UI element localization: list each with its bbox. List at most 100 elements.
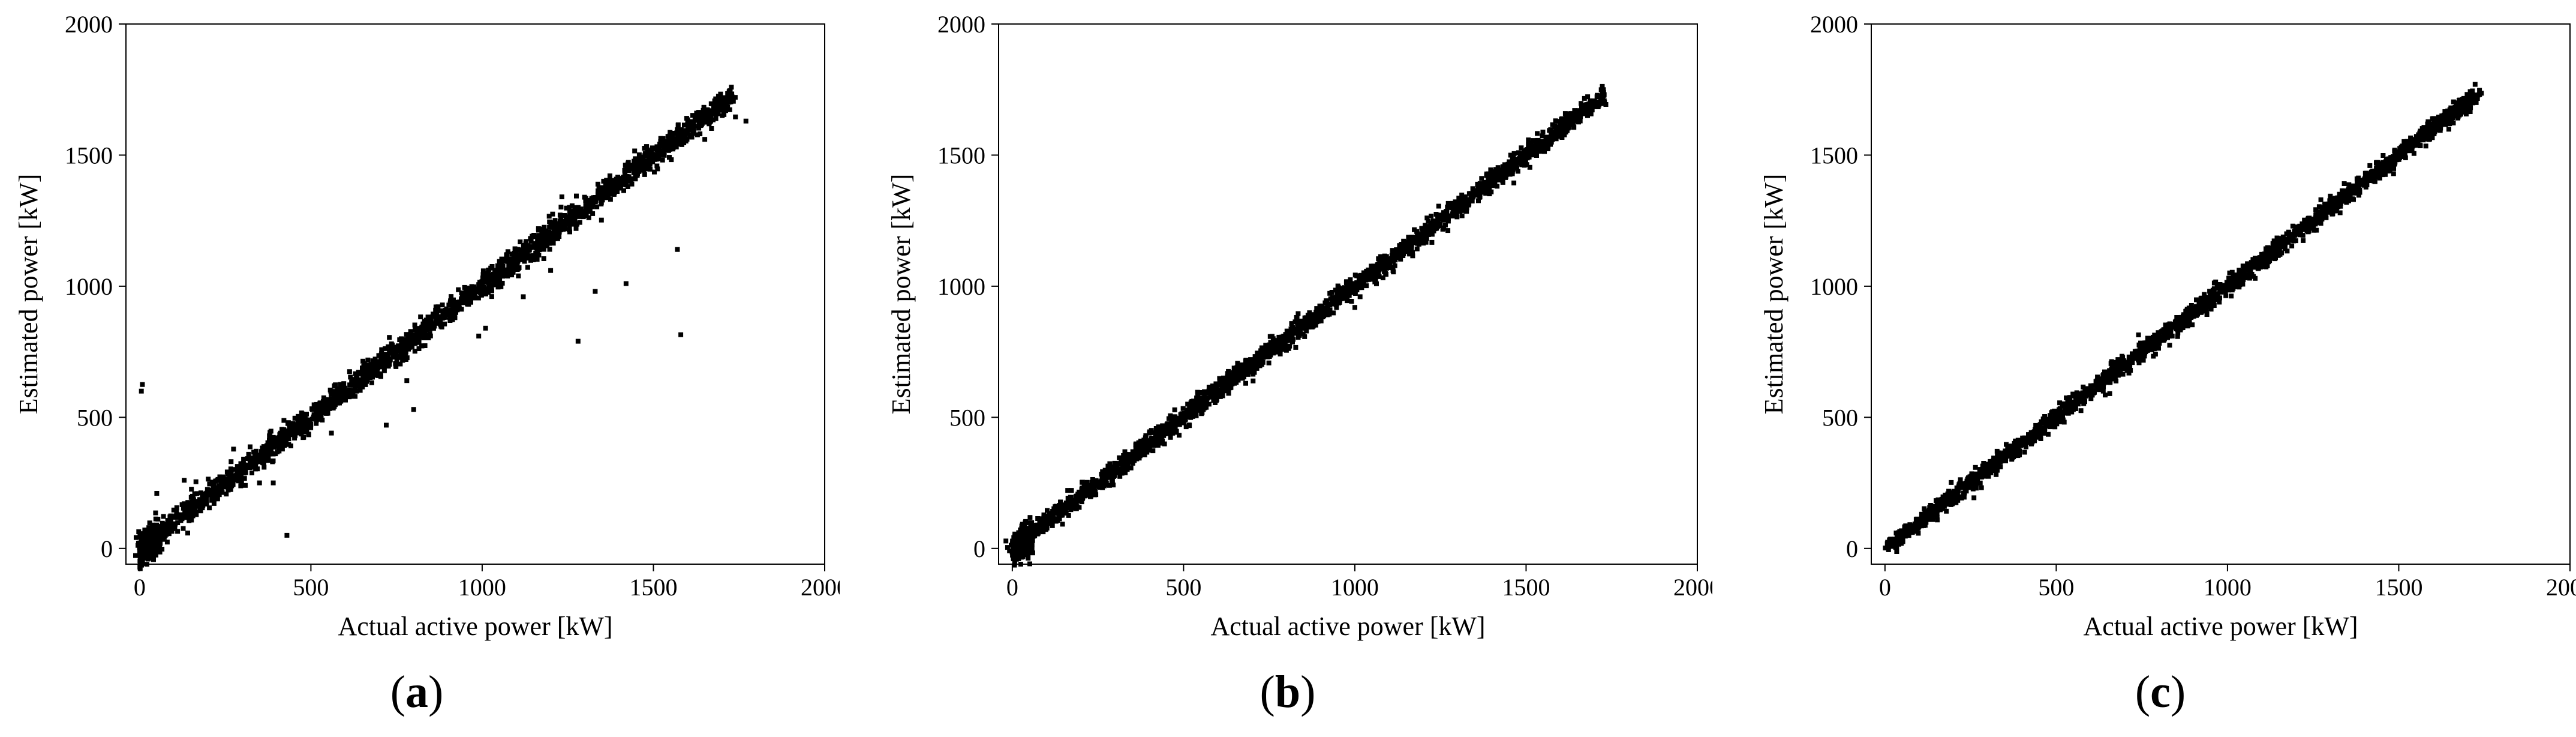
data-point xyxy=(547,219,552,224)
data-point xyxy=(476,295,481,301)
data-point xyxy=(1594,100,1599,104)
outlier-point xyxy=(329,430,334,436)
data-point xyxy=(1284,328,1289,334)
data-point xyxy=(242,476,247,481)
data-point xyxy=(572,217,578,222)
data-point xyxy=(1026,520,1032,525)
outlier-point xyxy=(284,532,290,538)
data-point xyxy=(701,112,706,117)
data-point xyxy=(732,95,738,100)
data-point xyxy=(558,205,564,209)
data-point xyxy=(1523,150,1528,155)
data-point xyxy=(1568,111,1573,116)
data-point xyxy=(1364,271,1369,277)
data-point xyxy=(502,259,507,264)
data-point xyxy=(1601,90,1606,95)
data-point xyxy=(1445,200,1451,206)
data-point xyxy=(1011,544,1016,549)
data-point xyxy=(1459,213,1465,218)
data-point xyxy=(475,286,480,292)
data-point xyxy=(314,402,319,407)
data-point xyxy=(1010,540,1015,545)
data-point xyxy=(1257,358,1263,363)
data-point xyxy=(491,282,495,287)
data-point xyxy=(1350,287,1355,293)
data-point xyxy=(1093,491,1098,496)
data-point xyxy=(134,535,139,540)
data-point xyxy=(279,427,285,432)
data-point xyxy=(1234,368,1239,374)
data-point xyxy=(1135,450,1140,456)
data-point xyxy=(1156,427,1162,433)
data-point xyxy=(430,321,435,326)
data-point xyxy=(314,408,319,414)
data-point xyxy=(1015,535,1020,541)
data-point xyxy=(657,156,662,161)
data-point xyxy=(1334,305,1339,310)
data-point xyxy=(1096,484,1102,489)
outlier-point xyxy=(541,256,546,261)
data-point xyxy=(1290,339,1295,344)
data-point xyxy=(1177,422,1182,427)
data-point xyxy=(1397,243,1402,248)
data-point xyxy=(154,545,160,550)
data-point xyxy=(1529,152,1535,158)
data-point xyxy=(1450,200,1456,206)
data-point xyxy=(196,499,200,504)
data-point xyxy=(1110,472,1116,478)
x-axis-title: Actual active power [kW] xyxy=(338,612,612,641)
data-point xyxy=(509,272,515,278)
data-point xyxy=(300,421,305,427)
data-point xyxy=(1099,472,1104,477)
data-point xyxy=(1349,299,1354,304)
data-point xyxy=(1303,322,1309,327)
data-point xyxy=(717,107,723,112)
data-point xyxy=(1570,114,1575,119)
data-point xyxy=(398,361,403,367)
data-point xyxy=(270,435,276,440)
data-point xyxy=(214,496,219,501)
data-point xyxy=(1364,283,1369,289)
data-point xyxy=(564,217,570,223)
data-point xyxy=(396,347,402,352)
data-point xyxy=(394,356,399,361)
data-point xyxy=(1415,235,1420,240)
x-tick-label: 2000 xyxy=(1673,574,1712,601)
data-point xyxy=(1067,498,1072,504)
data-point xyxy=(243,483,248,488)
x-tick-label: 500 xyxy=(2038,574,2074,601)
data-point xyxy=(464,295,469,301)
data-point xyxy=(332,389,338,394)
data-point xyxy=(1200,390,1205,395)
data-point xyxy=(583,196,588,201)
data-point xyxy=(1419,226,1424,231)
data-point xyxy=(235,466,241,472)
data-point xyxy=(426,315,431,320)
data-point xyxy=(1511,154,1516,160)
data-point xyxy=(552,223,557,229)
data-point xyxy=(365,357,371,362)
data-point xyxy=(281,418,287,423)
data-point xyxy=(1442,217,1447,222)
data-point xyxy=(723,108,728,113)
data-point xyxy=(1511,180,1517,185)
data-point xyxy=(626,160,631,165)
data-point xyxy=(1023,535,1028,540)
data-point xyxy=(459,307,464,312)
data-point xyxy=(629,181,635,187)
data-point xyxy=(547,241,552,246)
data-point xyxy=(1582,111,1587,116)
data-point xyxy=(1116,461,1121,466)
data-point xyxy=(701,107,706,113)
data-point xyxy=(1345,298,1349,304)
data-point xyxy=(1213,391,1218,396)
outlier-point xyxy=(548,268,554,273)
data-point xyxy=(701,104,707,110)
data-point xyxy=(1226,391,1231,396)
data-point xyxy=(1120,462,1125,467)
data-point xyxy=(1509,162,1514,167)
data-point xyxy=(1310,313,1316,319)
data-point xyxy=(1460,195,1466,200)
data-point xyxy=(531,257,536,262)
data-point xyxy=(514,263,519,269)
